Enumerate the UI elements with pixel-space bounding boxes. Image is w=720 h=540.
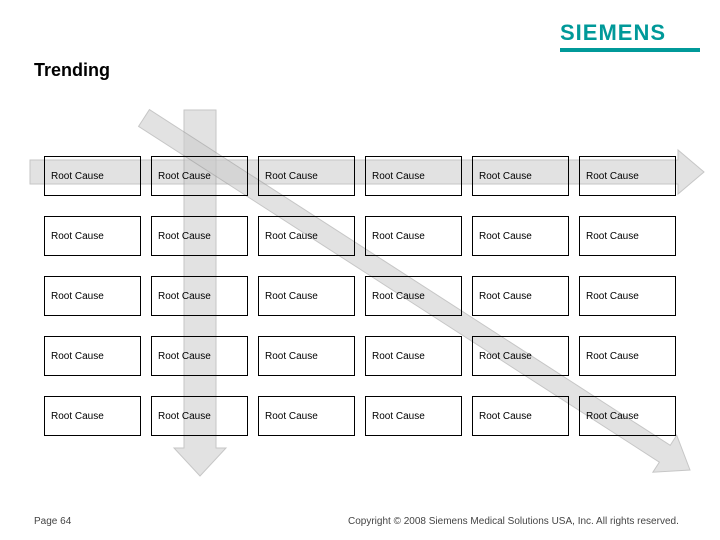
page-title: Trending (34, 60, 110, 81)
brand-accent-bar (560, 48, 700, 52)
slide: SIEMENS Trending Root CauseRoot CauseRoo… (0, 0, 720, 540)
grid-cell: Root Cause (151, 156, 248, 196)
grid-cell: Root Cause (258, 156, 355, 196)
grid-cell: Root Cause (579, 156, 676, 196)
grid-cell: Root Cause (472, 216, 569, 256)
grid-cell: Root Cause (365, 216, 462, 256)
grid-cell: Root Cause (365, 396, 462, 436)
footer-page-number: Page 64 (34, 516, 71, 527)
grid-cell: Root Cause (365, 276, 462, 316)
grid-cell: Root Cause (472, 396, 569, 436)
grid-cell: Root Cause (472, 276, 569, 316)
grid-cell: Root Cause (151, 216, 248, 256)
root-cause-grid: Root CauseRoot CauseRoot CauseRoot Cause… (44, 156, 676, 436)
brand-logo: SIEMENS (560, 20, 666, 46)
grid-cell: Root Cause (579, 336, 676, 376)
grid-cell: Root Cause (258, 396, 355, 436)
grid-cell: Root Cause (579, 276, 676, 316)
grid-cell: Root Cause (151, 396, 248, 436)
grid-cell: Root Cause (258, 276, 355, 316)
footer-copyright: Copyright © 2008 Siemens Medical Solutio… (348, 516, 679, 527)
grid-cell: Root Cause (258, 216, 355, 256)
grid-cell: Root Cause (365, 156, 462, 196)
grid-cell: Root Cause (44, 216, 141, 256)
grid-cell: Root Cause (365, 336, 462, 376)
grid-cell: Root Cause (472, 336, 569, 376)
grid-cell: Root Cause (579, 216, 676, 256)
grid-cell: Root Cause (472, 156, 569, 196)
grid-cell: Root Cause (44, 156, 141, 196)
grid-cell: Root Cause (44, 276, 141, 316)
grid-cell: Root Cause (258, 336, 355, 376)
grid-cell: Root Cause (44, 336, 141, 376)
grid-cell: Root Cause (151, 336, 248, 376)
grid-cell: Root Cause (579, 396, 676, 436)
grid-cell: Root Cause (151, 276, 248, 316)
grid-cell: Root Cause (44, 396, 141, 436)
